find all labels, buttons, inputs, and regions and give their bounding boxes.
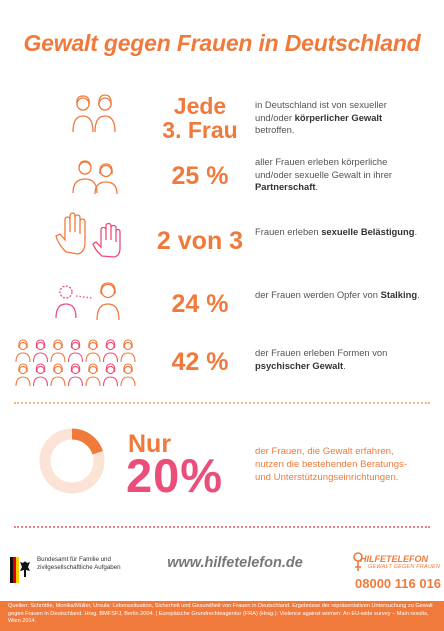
stat-row2: 25 % bbox=[171, 162, 229, 190]
desc-row3: Frauen erleben sexuelle Belästigung. bbox=[255, 226, 420, 239]
donut-chart bbox=[39, 428, 105, 494]
donut-arc bbox=[39, 428, 105, 494]
desc-row5: der Frauen erleben Formen von psychische… bbox=[255, 347, 420, 372]
women-grid-icon bbox=[15, 339, 136, 386]
eagle-logo-icon bbox=[10, 557, 30, 583]
stat-row1-line2: 3. Frau bbox=[162, 117, 238, 143]
highlight-value: 20% bbox=[126, 449, 224, 502]
couple-icon bbox=[72, 160, 118, 195]
highlight-desc: der Frauen, die Gewalt erfahren, nutzen … bbox=[255, 446, 408, 484]
desc-row5-end: . bbox=[343, 359, 346, 371]
woman-figure-icon bbox=[15, 363, 31, 386]
stat-row4: 24 % bbox=[171, 290, 229, 318]
desc-row2-text: aller Frauen erleben körperliche und/ode… bbox=[255, 156, 393, 180]
hotline-subtitle: GEWALT GEGEN FRAUEN bbox=[368, 564, 441, 570]
woman-figure-icon bbox=[120, 363, 136, 386]
woman-figure-icon bbox=[50, 339, 66, 363]
desc-row1-text: in Deutschland ist von sexueller und/ode… bbox=[255, 99, 387, 123]
woman-figure-icon bbox=[15, 339, 31, 363]
desc-row1: in Deutschland ist von sexueller und/ode… bbox=[255, 99, 420, 137]
footer-bar bbox=[0, 601, 444, 631]
desc-row2-bold: Partnerschaft bbox=[255, 181, 316, 192]
woman-figure-icon bbox=[50, 363, 66, 386]
desc-row5-text: der Frauen erleben Formen von bbox=[255, 347, 388, 358]
woman-figure-icon bbox=[67, 339, 84, 363]
woman-figure-icon bbox=[85, 363, 101, 386]
stat-row3: 2 von 3 bbox=[156, 227, 244, 255]
desc-row4-text: der Frauen werden Opfer von bbox=[255, 289, 381, 300]
hotline-phone[interactable]: 08000 116 016 bbox=[355, 576, 442, 591]
highlight-nur: Nur bbox=[128, 430, 172, 458]
stat-row5: 42 % bbox=[171, 348, 229, 376]
stalking-icon bbox=[55, 282, 120, 321]
woman-figure-icon bbox=[85, 339, 101, 363]
woman-figure-icon bbox=[32, 363, 49, 386]
sources-text: Quellen: Schröttle, Monika/Müller, Ursul… bbox=[8, 603, 433, 625]
desc-row4: der Frauen werden Opfer von Stalking. bbox=[255, 289, 420, 302]
desc-row3-text: Frauen erleben bbox=[255, 226, 322, 237]
woman-figure-icon bbox=[120, 339, 136, 363]
hotline-name: HILFETELEFON bbox=[360, 554, 428, 564]
stat-row1: Jede 3. Frau bbox=[150, 94, 250, 142]
website-link[interactable]: www.hilfetelefon.de bbox=[167, 555, 303, 571]
divider-dotted-2 bbox=[14, 526, 430, 528]
woman-figure-icon bbox=[32, 339, 49, 363]
page-title: Gewalt gegen Frauen in Deutschland bbox=[23, 30, 421, 56]
female-symbol-icon bbox=[353, 552, 363, 571]
woman-figure-icon bbox=[102, 363, 119, 386]
desc-row2: aller Frauen erleben körperliche und/ode… bbox=[255, 156, 420, 194]
desc-row3-bold: sexuelle Belästigung bbox=[321, 226, 415, 237]
desc-row4-end: . bbox=[417, 289, 420, 300]
stat-row1-line1: Jede bbox=[173, 93, 227, 119]
women-icon bbox=[72, 94, 116, 133]
desc-row3-end: . bbox=[414, 226, 418, 237]
woman-figure-icon bbox=[102, 339, 119, 363]
desc-row2-end: . bbox=[315, 181, 319, 192]
desc-row4-bold: Stalking bbox=[380, 289, 418, 300]
desc-row1-end: betroffen. bbox=[255, 124, 295, 135]
ministry-name: Bundesamt für Familie und zivilgesellsch… bbox=[37, 556, 121, 571]
desc-row1-bold: körperlicher Gewalt bbox=[294, 111, 383, 123]
divider-dotted bbox=[14, 402, 430, 404]
desc-row5-bold: psychischer Gewalt bbox=[255, 359, 344, 371]
woman-figure-icon bbox=[67, 363, 84, 386]
hands-icon bbox=[55, 212, 121, 258]
